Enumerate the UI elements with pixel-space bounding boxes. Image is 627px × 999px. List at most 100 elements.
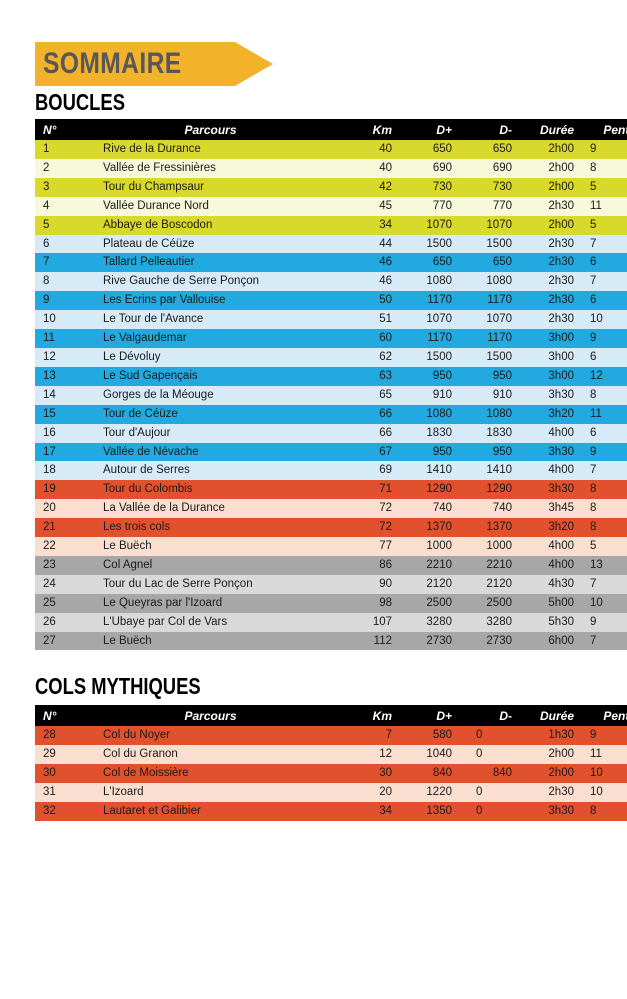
cell-parcours: Rive de la Durance (103, 143, 201, 155)
cell-km: 40 (379, 143, 392, 155)
cell-duree: 4h00 (548, 540, 574, 553)
cell-parcours: L'Ubaye par Col de Vars (103, 615, 228, 628)
cell-parcours: Tour du Colombis (103, 483, 193, 496)
cell-parcours: Col de Moissière (103, 766, 189, 779)
cell-km: 45 (379, 199, 392, 212)
column-header-dplus: D+ (402, 705, 462, 726)
cell-dminus: 0 (476, 729, 483, 741)
cell-km: 72 (379, 521, 392, 534)
cell-dminus: 1830 (486, 426, 512, 439)
cell-duree: 3h30 (548, 388, 574, 401)
cell-no: 3 (43, 180, 50, 193)
cell-dplus: 1500 (426, 237, 452, 250)
cell-pente: 11 (590, 199, 602, 212)
cell-parcours: Le Sud Gapençais (103, 369, 198, 382)
column-header-duree: Durée (522, 705, 582, 726)
column-header-duree: Durée (522, 119, 582, 140)
cell-dplus: 690 (432, 161, 452, 174)
cell-km: 107 (372, 615, 392, 628)
cell-parcours: Lautaret et Galibier (103, 804, 201, 817)
cell-km: 77 (379, 540, 392, 553)
cell-parcours: Tallard Pelleautier (103, 256, 195, 269)
cell-parcours: Le Dévoluy (103, 350, 161, 363)
cell-parcours: Plateau de Céüze (103, 237, 195, 250)
cell-dminus: 650 (492, 256, 512, 269)
table-row[interactable]: 25 Le Queyras par l'Izoard 98 2500 2500 5h00 1… (35, 593, 627, 613)
cell-km: 72 (379, 502, 392, 515)
cell-pente: 9 (590, 729, 597, 741)
boucles-table: N° Parcours Km D+ D- Durée Pente Page 1 R… (35, 119, 627, 651)
cell-dplus: 950 (432, 369, 452, 382)
cell-no: 13 (43, 369, 56, 382)
cell-duree: 2h30 (548, 785, 574, 798)
cell-no: 16 (43, 426, 56, 439)
cell-dplus: 1830 (426, 426, 452, 439)
cell-pente: 7 (590, 275, 597, 288)
cell-km: 20 (379, 785, 392, 798)
column-header-no: N° (35, 119, 73, 140)
cell-dplus: 1370 (426, 521, 452, 534)
cell-duree: 1h30 (548, 729, 574, 741)
cell-parcours: La Vallée de la Durance (103, 502, 225, 515)
cell-dminus: 1170 (487, 294, 512, 307)
cols-mythiques-table: N° Parcours Km D+ D- Durée Pente Page 28… (35, 705, 627, 821)
cell-duree: 4h00 (548, 426, 574, 439)
table-row[interactable]: 8 Rive Gauche de Serre Ponçon 46 1080 1080 2h… (35, 272, 627, 292)
cell-dminus: 1080 (486, 407, 512, 420)
cell-dplus: 2500 (426, 596, 452, 609)
cell-duree: 3h45 (548, 502, 574, 515)
cell-dplus: 1170 (427, 294, 452, 307)
cell-no: 24 (43, 577, 56, 590)
table-row[interactable]: 24 Tour du Lac de Serre Ponçon 90 2120 2120 4… (35, 574, 627, 594)
cell-dplus: 730 (432, 180, 452, 193)
cell-dminus: 950 (492, 445, 512, 458)
cell-duree: 4h30 (548, 577, 574, 590)
table-row[interactable]: 26 L'Ubaye par Col de Vars 107 3280 3280 5h30… (35, 612, 627, 632)
column-header-no: N° (35, 705, 73, 726)
cell-km: 67 (379, 445, 392, 458)
column-header-parcours: Parcours (73, 119, 348, 140)
cell-no: 1 (43, 143, 50, 155)
cell-dplus: 650 (432, 256, 452, 269)
cell-duree: 3h00 (548, 369, 574, 382)
cell-km: 112 (373, 634, 392, 647)
cell-pente: 5 (590, 540, 597, 553)
table-header-row: N° Parcours Km D+ D- Durée Pente Page (35, 705, 627, 726)
cell-duree: 2h00 (548, 218, 574, 231)
table-row[interactable]: 9 Les Ecrins par Vallouise 50 1170 1170 2h30 6… (35, 291, 627, 311)
cell-dplus: 1070 (426, 218, 452, 231)
cell-duree: 2h30 (548, 313, 574, 326)
cell-dminus: 2120 (486, 577, 512, 590)
cell-duree: 3h00 (548, 332, 574, 345)
table-row[interactable]: 31L'Izoard20122002h301092 (35, 782, 627, 802)
cell-parcours: Tour d'Aujour (103, 426, 171, 439)
